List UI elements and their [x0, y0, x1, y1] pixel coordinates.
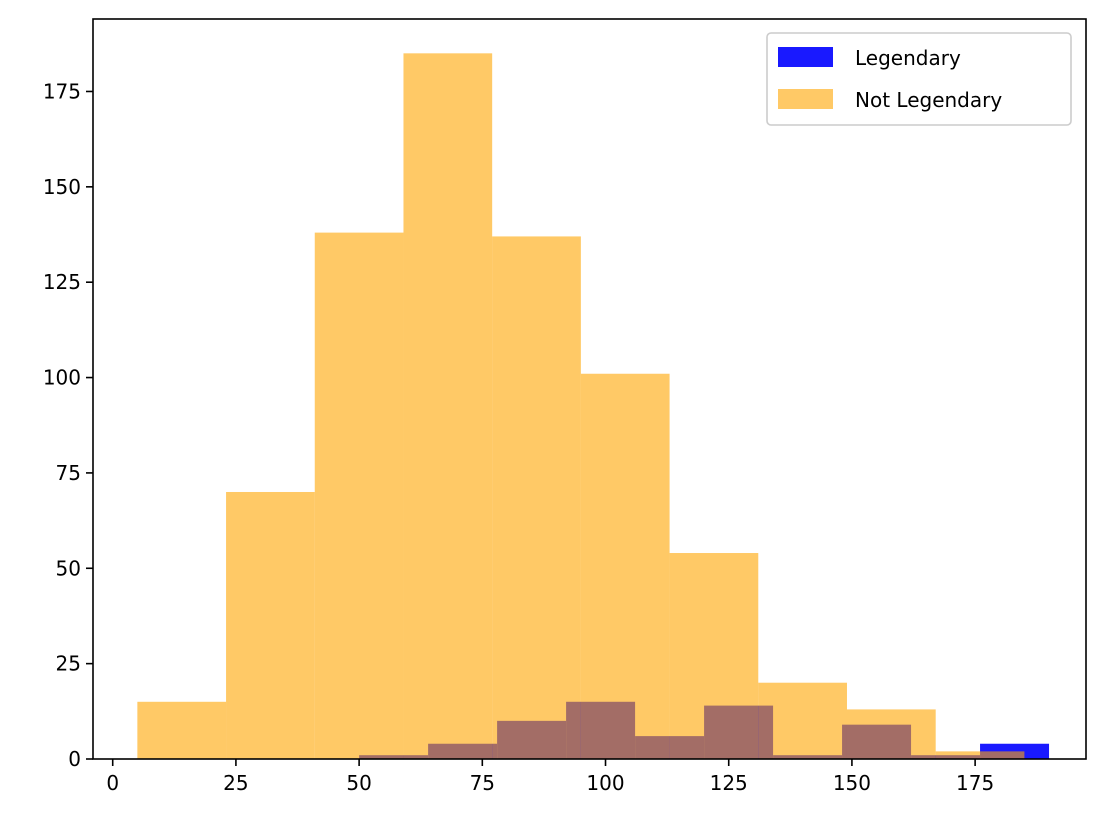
bar-not-legendary-7 — [758, 682, 847, 759]
y-tick-label: 75 — [56, 461, 81, 485]
x-tick-label: 175 — [956, 771, 994, 795]
bar-not-legendary-9 — [935, 751, 1025, 759]
x-tick-label: 150 — [833, 771, 871, 795]
y-tick-label: 150 — [43, 175, 81, 199]
x-tick-label: 75 — [470, 771, 495, 795]
y-axis: 0 25 50 75 100 125 150 175 — [43, 79, 93, 771]
bar-not-legendary-3 — [403, 53, 493, 759]
x-tick-label: 0 — [106, 771, 119, 795]
bar-not-legendary-0 — [137, 701, 227, 759]
y-tick-label: 50 — [56, 556, 81, 580]
legend-box — [766, 32, 1072, 126]
x-tick-label: 125 — [710, 771, 748, 795]
bar-not-legendary-8 — [846, 709, 936, 759]
y-tick-label: 100 — [43, 366, 81, 390]
bar-not-legendary-1 — [226, 491, 315, 759]
axes-frame — [92, 18, 1087, 760]
y-tick-label: 125 — [43, 270, 81, 294]
x-tick-label: 100 — [586, 771, 624, 795]
x-tick-label: 50 — [346, 771, 371, 795]
y-tick-label: 25 — [56, 652, 81, 676]
y-tick-label: 175 — [43, 79, 81, 103]
x-tick-label: 25 — [223, 771, 248, 795]
bars-layer — [137, 53, 1050, 760]
bar-not-legendary-6 — [669, 553, 759, 759]
legend-label-legendary: Legendary — [855, 46, 961, 70]
legend: Legendary Not Legendary — [766, 32, 1072, 126]
legend-label-not-legendary: Not Legendary — [855, 88, 1002, 112]
y-tick-label: 0 — [68, 747, 81, 771]
legend-swatch-legendary — [778, 47, 833, 67]
x-axis: 0 25 50 75 100 125 150 175 — [106, 759, 994, 795]
bar-not-legendary-4 — [492, 236, 581, 760]
bar-not-legendary-5 — [580, 373, 670, 759]
bar-not-legendary-2 — [314, 232, 404, 759]
legend-swatch-not-legendary — [778, 89, 833, 109]
